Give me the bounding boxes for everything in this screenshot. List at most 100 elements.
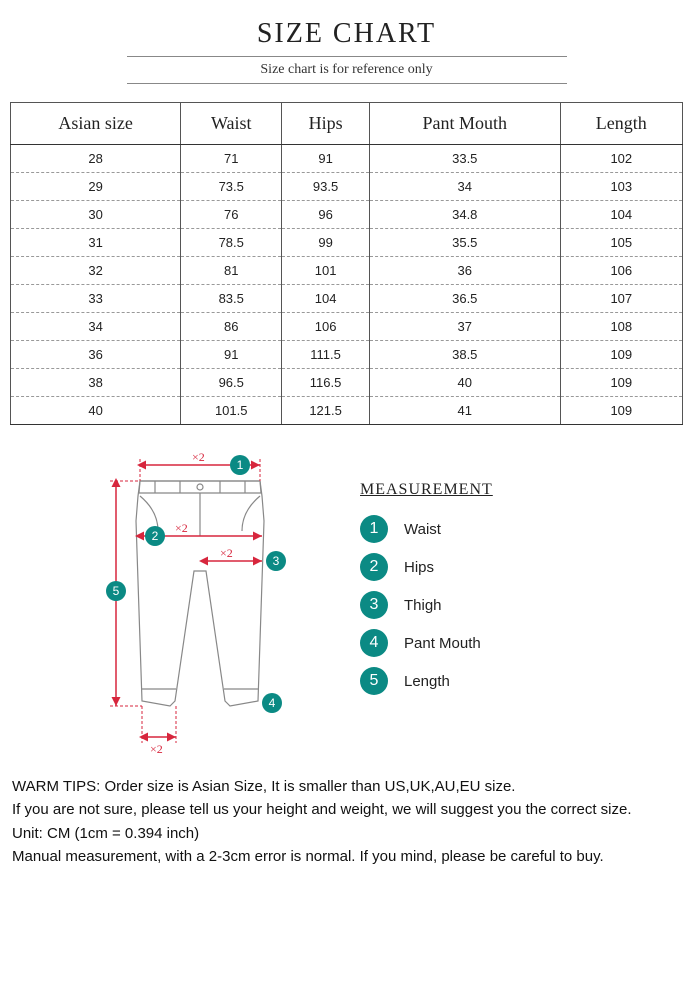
table-cell: 28	[11, 145, 181, 173]
table-cell: 33.5	[369, 145, 560, 173]
table-row: 348610637108	[11, 313, 683, 341]
tip-line: If you are not sure, please tell us your…	[12, 798, 681, 821]
x2-label-hips: ×2	[175, 521, 188, 535]
legend-label: Pant Mouth	[404, 635, 481, 652]
x2-label-waist: ×2	[192, 450, 205, 464]
table-cell: 86	[181, 313, 282, 341]
table-cell: 38	[11, 369, 181, 397]
table-cell: 116.5	[282, 369, 370, 397]
table-cell: 34	[11, 313, 181, 341]
subtitle: Size chart is for reference only	[127, 57, 567, 83]
table-cell: 104	[560, 201, 682, 229]
table-cell: 81	[181, 257, 282, 285]
legend-item: 2 Hips	[360, 553, 493, 581]
warm-tips: WARM TIPS: Order size is Asian Size, It …	[10, 775, 683, 868]
legend-badge: 4	[360, 629, 388, 657]
table-header: Waist	[181, 103, 282, 145]
subtitle-bar: Size chart is for reference only	[127, 56, 567, 84]
legend-label: Length	[404, 673, 450, 690]
table-cell: 41	[369, 397, 560, 425]
svg-text:1: 1	[237, 458, 244, 472]
table-cell: 36	[369, 257, 560, 285]
table-cell: 107	[560, 285, 682, 313]
table-cell: 96	[282, 201, 370, 229]
table-cell: 101	[282, 257, 370, 285]
svg-text:3: 3	[273, 554, 280, 568]
table-header: Length	[560, 103, 682, 145]
table-cell: 73.5	[181, 173, 282, 201]
table-cell: 91	[181, 341, 282, 369]
table-cell: 78.5	[181, 229, 282, 257]
table-cell: 111.5	[282, 341, 370, 369]
legend-item: 5 Length	[360, 667, 493, 695]
tip-line: WARM TIPS: Order size is Asian Size, It …	[12, 775, 681, 798]
size-chart-table: Asian sizeWaistHipsPant MouthLength 2871…	[10, 102, 683, 425]
legend-item: 4 Pant Mouth	[360, 629, 493, 657]
table-cell: 83.5	[181, 285, 282, 313]
table-cell: 106	[560, 257, 682, 285]
table-cell: 35.5	[369, 229, 560, 257]
legend-label: Thigh	[404, 597, 442, 614]
table-cell: 93.5	[282, 173, 370, 201]
table-cell: 30	[11, 201, 181, 229]
measurement-legend: MEASUREMENT 1 Waist 2 Hips 3 Thigh 4 Pant Mouth…	[360, 441, 493, 761]
table-row: 3691111.538.5109	[11, 341, 683, 369]
table-cell: 40	[369, 369, 560, 397]
svg-text:5: 5	[113, 584, 120, 598]
table-cell: 99	[282, 229, 370, 257]
table-header: Pant Mouth	[369, 103, 560, 145]
page-title: SIZE CHART	[10, 18, 683, 50]
table-row: 2973.593.534103	[11, 173, 683, 201]
legend-badge: 5	[360, 667, 388, 695]
tip-line: Unit: CM (1cm = 0.394 inch)	[12, 822, 681, 845]
table-cell: 37	[369, 313, 560, 341]
legend-label: Waist	[404, 521, 441, 538]
legend-badge: 2	[360, 553, 388, 581]
legend-badge: 3	[360, 591, 388, 619]
table-row: 3383.510436.5107	[11, 285, 683, 313]
legend-title: MEASUREMENT	[360, 481, 493, 499]
table-cell: 106	[282, 313, 370, 341]
x2-label-mouth: ×2	[150, 742, 163, 756]
table-cell: 29	[11, 173, 181, 201]
table-row: 28719133.5102	[11, 145, 683, 173]
table-cell: 109	[560, 397, 682, 425]
table-cell: 33	[11, 285, 181, 313]
table-cell: 109	[560, 369, 682, 397]
table-cell: 32	[11, 257, 181, 285]
legend-label: Hips	[404, 559, 434, 576]
table-cell: 96.5	[181, 369, 282, 397]
table-cell: 71	[181, 145, 282, 173]
table-cell: 34.8	[369, 201, 560, 229]
table-row: 328110136106	[11, 257, 683, 285]
table-cell: 38.5	[369, 341, 560, 369]
table-cell: 108	[560, 313, 682, 341]
table-cell: 105	[560, 229, 682, 257]
table-cell: 34	[369, 173, 560, 201]
x2-label-thigh: ×2	[220, 546, 233, 560]
table-cell: 101.5	[181, 397, 282, 425]
table-cell: 36.5	[369, 285, 560, 313]
table-cell: 102	[560, 145, 682, 173]
table-row: 3896.5116.540109	[11, 369, 683, 397]
pants-diagram: ×2 ×2 ×2 ×2 1 2 3	[80, 441, 320, 761]
table-header: Hips	[282, 103, 370, 145]
tip-line: Manual measurement, with a 2-3cm error i…	[12, 845, 681, 868]
table-cell: 76	[181, 201, 282, 229]
table-cell: 104	[282, 285, 370, 313]
table-cell: 36	[11, 341, 181, 369]
legend-item: 1 Waist	[360, 515, 493, 543]
legend-item: 3 Thigh	[360, 591, 493, 619]
legend-badge: 1	[360, 515, 388, 543]
table-row: 30769634.8104	[11, 201, 683, 229]
table-header: Asian size	[11, 103, 181, 145]
svg-text:4: 4	[269, 696, 276, 710]
table-cell: 109	[560, 341, 682, 369]
table-row: 40101.5121.541109	[11, 397, 683, 425]
table-cell: 31	[11, 229, 181, 257]
table-cell: 121.5	[282, 397, 370, 425]
table-cell: 40	[11, 397, 181, 425]
table-cell: 91	[282, 145, 370, 173]
svg-text:2: 2	[152, 529, 159, 543]
table-row: 3178.59935.5105	[11, 229, 683, 257]
